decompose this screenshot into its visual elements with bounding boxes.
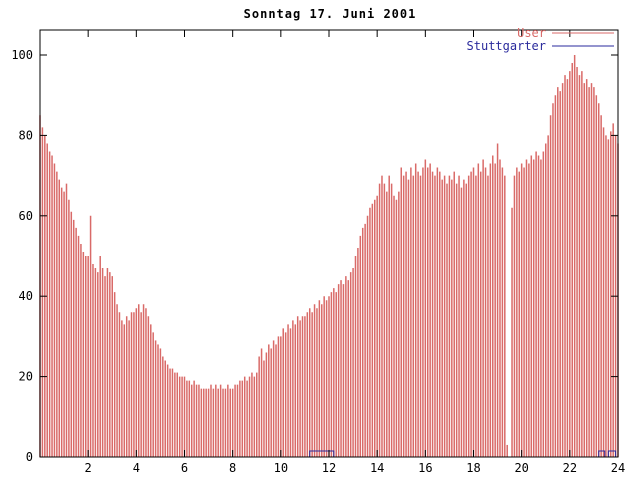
axis-ticks (40, 30, 619, 458)
legend: User Stuttgarter (467, 26, 614, 53)
x-tick-label: 2 (85, 461, 92, 475)
x-tick-label: 14 (370, 461, 384, 475)
x-tick-label: 16 (418, 461, 432, 475)
chart-title: Sonntag 17. Juni 2001 (244, 7, 417, 21)
stuttgarter-series-line (40, 450, 618, 458)
x-tick-label: 20 (514, 461, 528, 475)
user-series-bars (39, 55, 619, 457)
y-tick-label: 60 (19, 209, 33, 223)
x-tick-label: 6 (181, 461, 188, 475)
legend-label-user: User (517, 26, 546, 40)
y-tick-label: 20 (19, 370, 33, 384)
x-tick-label: 24 (611, 461, 625, 475)
x-tick-label: 4 (133, 461, 140, 475)
x-tick-label: 22 (563, 461, 577, 475)
x-tick-label: 10 (274, 461, 288, 475)
y-tick-label: 40 (19, 289, 33, 303)
x-tick-label: 12 (322, 461, 336, 475)
legend-label-stuttgarter: Stuttgarter (467, 39, 546, 53)
y-tick-label: 0 (26, 450, 33, 464)
y-tick-label: 80 (19, 128, 33, 142)
x-tick-label: 18 (466, 461, 480, 475)
x-tick-label: 8 (229, 461, 236, 475)
y-tick-label: 100 (11, 48, 33, 62)
